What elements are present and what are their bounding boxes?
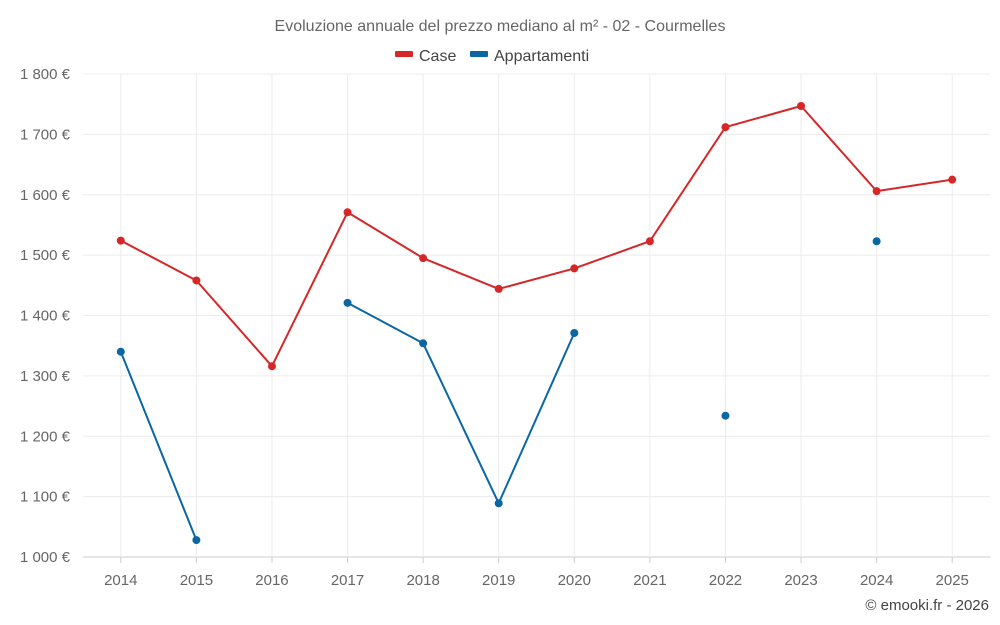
y-tick-label: 1 600 € [20, 187, 71, 204]
data-point-appartamenti-2024[interactable] [872, 237, 881, 246]
x-tick-label: 2020 [558, 572, 591, 589]
data-point-case-2021[interactable] [645, 237, 654, 246]
series [116, 101, 957, 545]
series-line-case [120, 104, 953, 368]
x-tick-label: 2024 [860, 572, 893, 589]
y-tick-label: 1 400 € [20, 308, 71, 325]
y-tick-label: 1 000 € [20, 549, 71, 566]
x-tick-label: 2018 [406, 572, 439, 589]
x-tick-label: 2022 [709, 572, 742, 589]
x-tick-label: 2019 [482, 572, 515, 589]
series-case [116, 101, 957, 371]
data-point-case-2019[interactable] [494, 284, 503, 293]
data-point-case-2016[interactable] [267, 362, 276, 371]
series-line-appartamenti [119, 351, 198, 541]
data-point-appartamenti-2015[interactable] [192, 536, 201, 545]
legend-label-appartamenti: Appartamenti [494, 48, 589, 65]
data-point-case-2023[interactable] [797, 101, 806, 110]
legend-swatch-appartamenti [470, 51, 488, 57]
credit-text: © emooki.fr - 2026 [865, 597, 989, 614]
y-tick-label: 1 100 € [20, 489, 71, 506]
data-point-appartamenti-2022[interactable] [721, 411, 730, 420]
legend: Case Appartamenti [395, 48, 589, 65]
data-point-appartamenti-2014[interactable] [116, 347, 125, 356]
data-point-case-2018[interactable] [419, 254, 428, 263]
series-appartamenti [116, 237, 881, 545]
axes: 1 000 € 1 100 € 1 200 € 1 300 € 1 400 € 1 500… [20, 66, 969, 589]
grid [83, 73, 990, 558]
legend-label-case: Case [419, 48, 456, 65]
y-tick-label: 1 500 € [20, 247, 71, 264]
data-point-case-2017[interactable] [343, 208, 352, 217]
x-tick-label: 2023 [784, 572, 817, 589]
series-line-appartamenti [347, 301, 576, 505]
x-tick-label: 2014 [104, 572, 137, 589]
data-point-appartamenti-2020[interactable] [570, 329, 579, 338]
data-point-appartamenti-2018[interactable] [419, 339, 428, 348]
chart-title: Evoluzione annuale del prezzo mediano al… [275, 18, 726, 35]
y-tick-label: 1 700 € [20, 126, 71, 143]
data-point-case-2024[interactable] [872, 187, 881, 196]
x-tick-label: 2017 [331, 572, 364, 589]
data-point-appartamenti-2017[interactable] [343, 298, 352, 307]
data-point-case-2020[interactable] [570, 264, 579, 273]
x-tick-label: 2015 [180, 572, 213, 589]
y-tick-label: 1 800 € [20, 66, 71, 83]
y-tick-label: 1 200 € [20, 428, 71, 445]
x-tick-label: 2016 [255, 572, 288, 589]
data-point-case-2025[interactable] [948, 175, 957, 184]
x-tick-label: 2025 [936, 572, 969, 589]
y-tick-label: 1 300 € [20, 368, 71, 385]
legend-item-appartamenti[interactable]: Appartamenti [470, 48, 589, 65]
data-point-case-2014[interactable] [116, 236, 125, 245]
legend-item-case[interactable]: Case [395, 48, 456, 65]
data-point-appartamenti-2019[interactable] [494, 499, 503, 508]
x-tick-label: 2021 [633, 572, 666, 589]
data-point-case-2022[interactable] [721, 123, 730, 132]
data-point-case-2015[interactable] [192, 276, 201, 285]
legend-swatch-case [395, 51, 413, 57]
